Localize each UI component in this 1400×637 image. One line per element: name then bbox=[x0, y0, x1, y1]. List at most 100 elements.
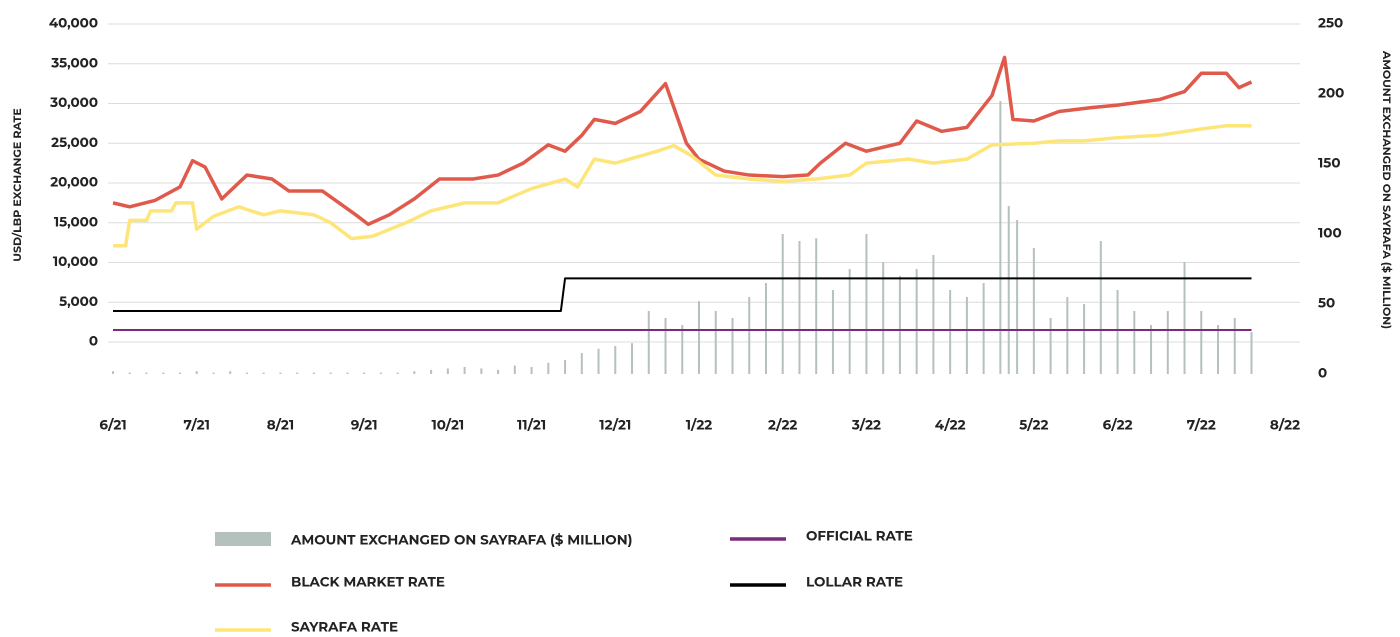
y-tick-label: 40,000 bbox=[49, 16, 98, 32]
y2-tick-label: 100 bbox=[1318, 226, 1342, 242]
line bbox=[113, 277, 1252, 312]
x-tick-label: 11/21 bbox=[517, 417, 546, 434]
bar bbox=[664, 318, 667, 374]
x-tick-label: 8/21 bbox=[267, 417, 294, 434]
bar bbox=[949, 290, 952, 374]
bar bbox=[831, 290, 834, 374]
x-tick-label: 8/22 bbox=[1270, 417, 1300, 434]
bar bbox=[446, 368, 449, 374]
bar bbox=[363, 372, 366, 374]
bar bbox=[882, 262, 885, 374]
bar bbox=[865, 234, 868, 374]
y-tick-label: 25,000 bbox=[51, 135, 98, 151]
x-tick-label: 12/21 bbox=[599, 417, 631, 434]
bar bbox=[296, 372, 299, 374]
bar bbox=[1166, 311, 1169, 374]
bar bbox=[379, 372, 382, 374]
x-tick-label: 4/22 bbox=[935, 417, 966, 434]
bar bbox=[145, 372, 148, 374]
bar bbox=[430, 369, 433, 374]
bar bbox=[698, 301, 700, 374]
bar bbox=[279, 372, 282, 374]
bar bbox=[329, 372, 332, 374]
bar bbox=[346, 372, 349, 374]
bar bbox=[497, 369, 500, 374]
y2-tick-label: 200 bbox=[1318, 86, 1344, 102]
bar bbox=[229, 371, 232, 374]
y-tick-label: 0 bbox=[89, 334, 98, 350]
y2-tick-label: 250 bbox=[1318, 16, 1343, 32]
bar bbox=[1217, 325, 1220, 374]
legend-label: LOLLAR RATE bbox=[806, 575, 903, 591]
bar bbox=[815, 238, 818, 374]
bar bbox=[798, 241, 801, 374]
bar bbox=[513, 365, 516, 374]
legend-label: SAYRAFA RATE bbox=[291, 620, 398, 636]
y2-tick-label: 0 bbox=[1318, 366, 1327, 382]
x-tick-label: 1/22 bbox=[686, 417, 713, 434]
bar bbox=[547, 362, 550, 374]
bar bbox=[312, 372, 315, 374]
bar bbox=[982, 283, 985, 374]
line bbox=[113, 124, 1252, 248]
y-tick-label: 5,000 bbox=[59, 294, 98, 310]
bar bbox=[915, 269, 918, 374]
bar bbox=[999, 101, 1002, 374]
x-tick-label: 3/22 bbox=[851, 417, 881, 434]
y-tick-label: 30,000 bbox=[49, 95, 98, 111]
bar bbox=[848, 269, 851, 374]
bar bbox=[564, 360, 567, 374]
bar bbox=[178, 372, 181, 374]
bar bbox=[1200, 311, 1203, 374]
bar bbox=[1250, 332, 1253, 374]
bar bbox=[112, 371, 114, 374]
bar bbox=[681, 325, 684, 374]
bar bbox=[480, 368, 483, 374]
bar bbox=[965, 297, 968, 374]
line bbox=[112, 55, 1253, 227]
bar bbox=[212, 372, 215, 374]
bar bbox=[1083, 304, 1086, 374]
bar bbox=[396, 372, 399, 374]
bar bbox=[162, 372, 165, 374]
x-tick-label: 7/22 bbox=[1187, 417, 1216, 434]
bar bbox=[614, 346, 617, 374]
bar bbox=[1066, 297, 1069, 374]
x-tick-label: 7/21 bbox=[184, 417, 210, 434]
y2-axis-title: AMOUNT EXCHANGED ON SAYRAFA ($ MILLION) bbox=[1380, 50, 1394, 329]
bar bbox=[245, 372, 248, 374]
bar bbox=[597, 348, 600, 374]
bar bbox=[413, 371, 416, 374]
x-tick-label: 10/21 bbox=[431, 417, 464, 434]
bar bbox=[1150, 325, 1153, 374]
bar bbox=[463, 367, 466, 374]
bar bbox=[647, 311, 650, 374]
bar bbox=[530, 367, 533, 374]
x-tick-label: 5/22 bbox=[1019, 417, 1048, 434]
y-tick-label: 20,000 bbox=[50, 175, 98, 191]
legend-label: OFFICIAL RATE bbox=[806, 529, 913, 545]
bar bbox=[262, 372, 265, 374]
bar bbox=[128, 372, 131, 374]
x-tick-label: 6/21 bbox=[99, 417, 126, 434]
bar bbox=[1016, 220, 1019, 374]
bar bbox=[748, 297, 751, 374]
bar bbox=[631, 343, 634, 374]
bar bbox=[1007, 206, 1010, 374]
y2-tick-label: 50 bbox=[1318, 296, 1335, 312]
bar bbox=[781, 234, 784, 374]
bar bbox=[1116, 290, 1119, 374]
bar bbox=[932, 255, 935, 374]
bar bbox=[1049, 318, 1052, 374]
x-tick-label: 6/22 bbox=[1103, 417, 1133, 434]
bar bbox=[1133, 311, 1136, 374]
bar bbox=[195, 371, 198, 374]
bar bbox=[1099, 241, 1102, 374]
legend-swatch bbox=[215, 532, 271, 546]
bar bbox=[714, 311, 717, 374]
bar bbox=[1183, 262, 1186, 374]
bar bbox=[764, 283, 767, 374]
bar bbox=[1032, 248, 1035, 374]
legend-label: AMOUNT EXCHANGED ON SAYRAFA ($ MILLION) bbox=[290, 533, 632, 549]
